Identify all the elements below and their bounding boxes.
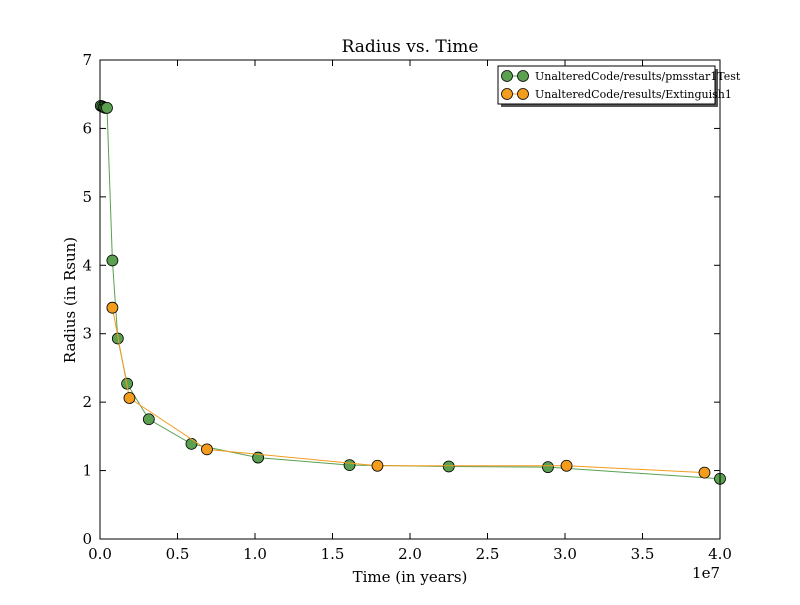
- x-tick-label: 2.5: [476, 545, 500, 563]
- x-tick-label: 4.0: [708, 545, 732, 563]
- data-point: [106, 301, 119, 314]
- x-tick-label: 2.0: [398, 545, 422, 563]
- x-tick-label: 0.5: [166, 545, 190, 563]
- legend-marker: [517, 70, 529, 82]
- legend-label: UnalteredCode/results/Extinguish1: [535, 88, 732, 101]
- x-tick-label: 1.0: [243, 545, 267, 563]
- x-tick-label: 3.0: [553, 545, 577, 563]
- data-point: [201, 443, 213, 456]
- x-axis-offset-label: 1e7: [692, 564, 720, 582]
- x-tick-label: 0.0: [88, 545, 112, 563]
- x-tick-label: 1.5: [321, 545, 345, 563]
- legend: UnalteredCode/results/pmsstar1Test Unalte…: [497, 65, 741, 107]
- legend-marker: [501, 88, 513, 100]
- y-tick-label: 2: [82, 393, 92, 411]
- data-point: [698, 466, 711, 479]
- legend-box: [497, 65, 716, 105]
- series-2: [106, 301, 711, 479]
- data-point: [123, 392, 136, 404]
- data-point: [106, 254, 119, 267]
- data-point: [185, 437, 198, 450]
- legend-marker: [517, 88, 529, 100]
- legend-entry: UnalteredCode/results/Extinguish1: [501, 88, 732, 101]
- x-tick-label: 3.5: [631, 545, 655, 563]
- data-point: [142, 413, 155, 426]
- series-line: [111, 307, 705, 474]
- y-tick-label: 5: [82, 188, 92, 206]
- x-axis-label: Time (in years): [353, 568, 468, 586]
- data-point: [442, 460, 455, 473]
- legend-marker: [501, 70, 513, 82]
- data-point: [343, 459, 356, 471]
- data-point: [101, 102, 113, 114]
- data-point: [542, 461, 554, 474]
- legend-entry: UnalteredCode/results/pmsstar1Test: [501, 70, 741, 83]
- y-tick-label: 3: [82, 325, 92, 343]
- y-axis-label: Radius (in Rsun): [61, 237, 79, 363]
- data-point: [371, 459, 384, 472]
- series-1: [94, 99, 726, 485]
- y-tick-label: 7: [82, 51, 92, 69]
- y-tick-label: 0: [82, 530, 92, 548]
- y-tick-label: 6: [82, 119, 92, 137]
- legend-label: UnalteredCode/results/pmsstar1Test: [535, 70, 741, 83]
- chart-title: Radius vs. Time: [342, 37, 479, 57]
- data-point: [560, 459, 573, 472]
- y-tick-label: 1: [82, 462, 92, 480]
- y-tick-label: 4: [82, 256, 92, 274]
